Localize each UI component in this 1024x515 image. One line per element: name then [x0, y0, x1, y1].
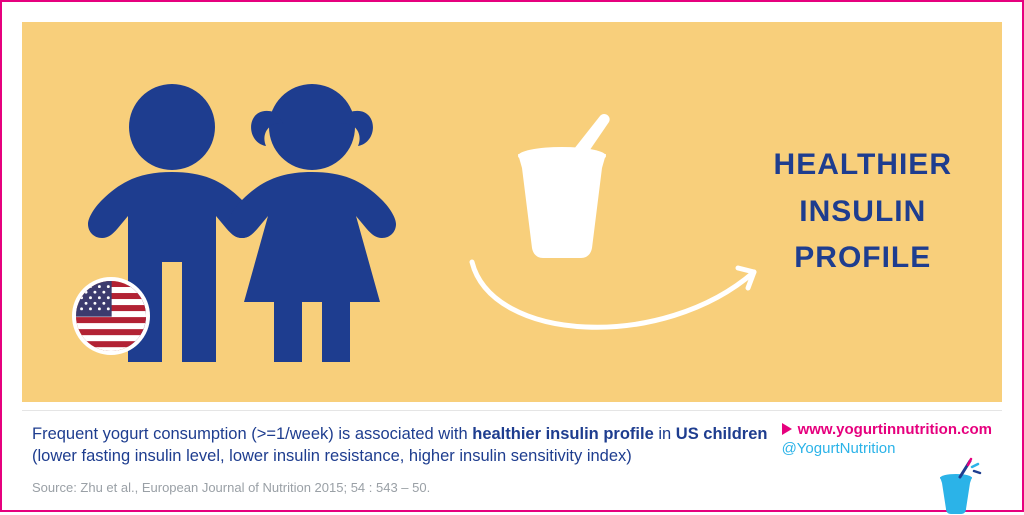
- headline-line: HEALTHIER: [774, 142, 952, 189]
- brand-yogurt-icon: [930, 457, 984, 515]
- caption-segment: in: [654, 425, 676, 443]
- us-flag-icon: [72, 277, 150, 355]
- source-text: Source: Zhu et al., European Journal of …: [32, 480, 992, 495]
- headline-line: PROFILE: [774, 235, 952, 282]
- infographic-frame: HEALTHIER INSULIN PROFILE Frequent yogur…: [0, 0, 1024, 512]
- brand-url[interactable]: www.yogurtinnutrition.com: [782, 421, 992, 438]
- brand-twitter[interactable]: @YogurtNutrition: [782, 440, 992, 457]
- caption-segment: (lower fasting insulin level, lower insu…: [32, 447, 632, 465]
- arrow-icon: [462, 242, 772, 362]
- play-icon: [782, 423, 792, 435]
- caption-bold: healthier insulin profile: [472, 425, 654, 443]
- brand-url-text: www.yogurtinnutrition.com: [798, 421, 992, 438]
- hero-panel: HEALTHIER INSULIN PROFILE: [22, 22, 1002, 402]
- caption-segment: Frequent yogurt consumption (>=1/week) i…: [32, 425, 472, 443]
- caption-text: Frequent yogurt consumption (>=1/week) i…: [32, 423, 812, 468]
- headline-block: HEALTHIER INSULIN PROFILE: [774, 142, 952, 282]
- headline-line: INSULIN: [774, 189, 952, 236]
- footer-panel: Frequent yogurt consumption (>=1/week) i…: [22, 410, 1002, 498]
- brand-block: www.yogurtinnutrition.com @YogurtNutriti…: [782, 421, 992, 457]
- caption-bold: US children: [676, 425, 768, 443]
- yogurt-cup-icon: [492, 112, 632, 262]
